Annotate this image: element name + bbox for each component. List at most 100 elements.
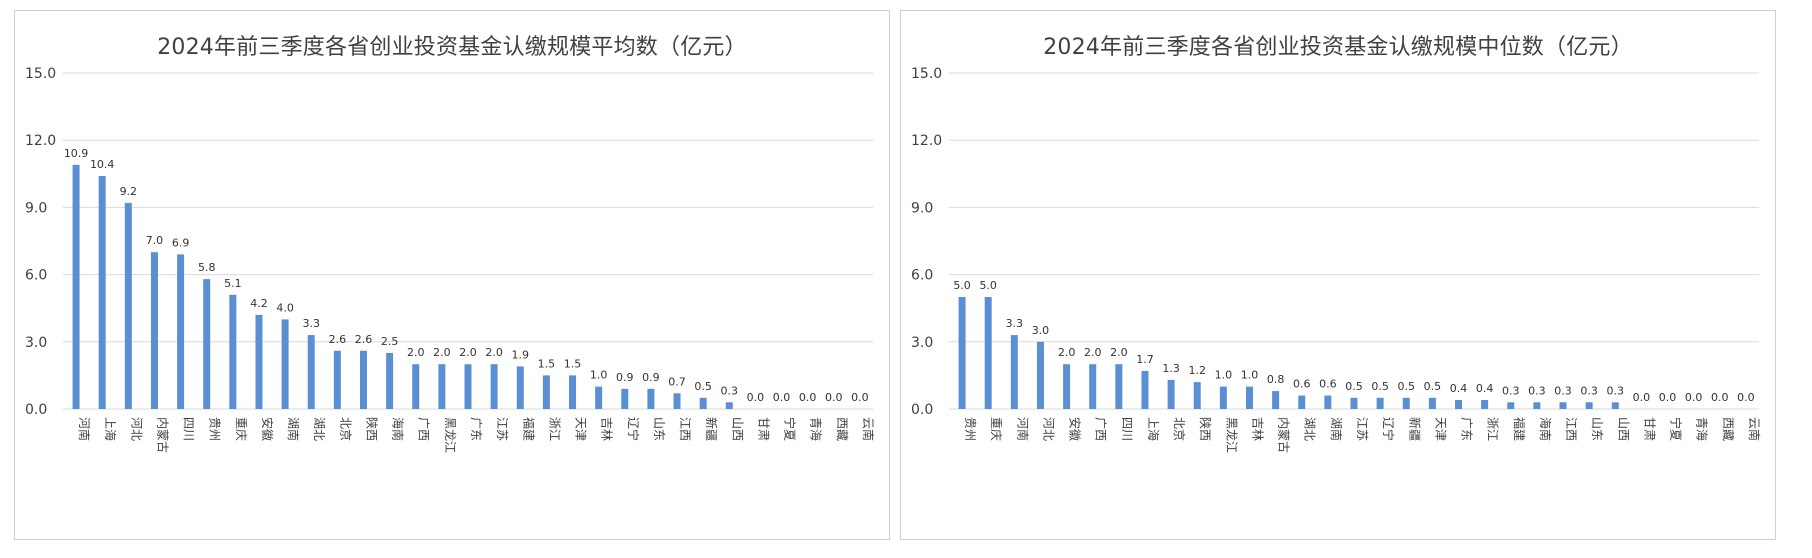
x-tick-label: 山西	[730, 417, 744, 441]
x-tick-label: 新疆	[1407, 417, 1422, 441]
data-label: 0.0	[1711, 391, 1729, 404]
data-label: 0.0	[1685, 391, 1703, 404]
data-label: 0.6	[1319, 378, 1337, 391]
bar	[1167, 379, 1175, 409]
bar	[72, 164, 80, 409]
data-label: 0.5	[1345, 380, 1363, 393]
bar	[98, 176, 106, 409]
bar-chart-average: 0.0 3.0 6.0 9.0 12.0 15.0 10.9 河南 10.4 上海 9.2 河北 7.0…	[25, 66, 876, 453]
y-tick-label: 0.0	[25, 402, 47, 418]
data-label: 0.3	[1607, 384, 1625, 397]
bar	[1245, 386, 1253, 409]
data-label: 2.0	[1084, 346, 1102, 359]
x-tick-label: 云南	[861, 417, 876, 441]
bar	[229, 294, 237, 409]
data-label: 10.4	[90, 158, 115, 171]
data-label: 1.0	[590, 369, 608, 382]
data-label: 0.4	[1450, 382, 1468, 395]
x-tick-label: 甘肃	[1642, 417, 1656, 441]
data-label: 0.0	[773, 391, 791, 404]
x-tick-label: 江苏	[1355, 417, 1369, 441]
x-tick-label: 福建	[521, 417, 536, 441]
chart-title: 2024年前三季度各省创业投资基金认缴规模平均数（亿元）	[157, 35, 747, 60]
bar	[542, 375, 550, 409]
bar	[1141, 370, 1149, 409]
x-tick-label: 甘肃	[756, 417, 770, 441]
data-label: 1.0	[1215, 369, 1233, 382]
bar	[1115, 364, 1123, 409]
bar	[1036, 341, 1044, 409]
data-label: 2.0	[1058, 346, 1076, 359]
x-tick-label: 重庆	[234, 417, 248, 441]
bar	[1428, 397, 1436, 409]
data-label: 0.9	[616, 371, 634, 384]
bar	[725, 402, 733, 409]
x-tick-label: 青海	[809, 417, 824, 441]
x-tick-label: 湖北	[1303, 417, 1318, 441]
x-tick-label: 北京	[338, 417, 352, 441]
x-tick-label: 河北	[129, 417, 143, 441]
data-label: 10.9	[64, 147, 89, 160]
x-tick-label: 新疆	[704, 417, 719, 441]
data-label: 0.5	[1371, 380, 1389, 393]
x-tick-label: 海南	[1538, 417, 1553, 441]
x-tick-label: 贵州	[208, 417, 222, 441]
data-label: 0.4	[1476, 382, 1494, 395]
bar	[490, 364, 498, 409]
bar	[1193, 382, 1201, 409]
x-tick-label: 海南	[391, 417, 406, 441]
x-tick-label: 宁夏	[1669, 417, 1684, 441]
y-tick-label: 6.0	[25, 268, 47, 284]
data-label: 0.0	[1737, 391, 1755, 404]
data-label: 0.0	[851, 391, 869, 404]
x-tick-label: 浙江	[547, 417, 561, 441]
bar	[516, 366, 524, 409]
x-tick-label: 陕西	[1198, 417, 1213, 441]
x-tick-label: 湖南	[1329, 417, 1344, 441]
data-label: 0.3	[1502, 384, 1520, 397]
x-tick-label: 吉林	[600, 417, 614, 441]
bar	[1455, 400, 1463, 409]
data-label: 2.0	[459, 346, 477, 359]
x-tick-label: 安徽	[1068, 417, 1083, 441]
data-label: 0.3	[1554, 384, 1572, 397]
bar	[1350, 397, 1358, 409]
data-label: 4.0	[276, 301, 294, 314]
x-tick-label: 河南	[77, 417, 92, 441]
data-label: 0.0	[1633, 391, 1651, 404]
data-label: 1.0	[1241, 369, 1259, 382]
bar	[177, 254, 185, 409]
bar	[1010, 335, 1018, 409]
bar	[281, 319, 289, 409]
x-tick-label: 青海	[1695, 417, 1710, 441]
bar	[1089, 364, 1097, 409]
y-tick-label: 0.0	[911, 402, 933, 418]
y-tick-label: 9.0	[25, 200, 47, 216]
data-label: 7.0	[146, 234, 164, 247]
x-tick-label: 辽宁	[1381, 417, 1396, 441]
data-label: 3.3	[302, 317, 320, 330]
bar	[386, 353, 394, 409]
y-tick-label: 6.0	[911, 268, 933, 284]
x-tick-label: 天津	[1433, 417, 1447, 441]
x-tick-label: 山东	[1590, 417, 1604, 441]
bar	[1272, 391, 1280, 409]
x-tick-label: 湖南	[286, 417, 301, 441]
bar	[1507, 402, 1515, 409]
bar	[1298, 395, 1306, 409]
bar-chart-median: 0.0 3.0 6.0 9.0 12.0 15.0 5.0 贵州 5.0 重庆 3.3 河南 3.0 河北…	[911, 66, 1762, 453]
data-label: 6.9	[172, 236, 190, 249]
bar	[438, 364, 446, 409]
x-tick-label: 山东	[652, 417, 666, 441]
y-tick-label: 15.0	[25, 66, 56, 82]
x-tick-label: 内蒙古	[155, 417, 170, 453]
x-tick-label: 四川	[182, 417, 196, 441]
data-label: 2.0	[433, 346, 451, 359]
data-label: 5.1	[224, 277, 242, 290]
x-tick-label: 河南	[1015, 417, 1030, 441]
data-label: 5.0	[953, 279, 971, 292]
bar	[359, 350, 367, 409]
bar	[412, 364, 420, 409]
data-label: 2.0	[1110, 346, 1128, 359]
bar	[1219, 386, 1227, 409]
